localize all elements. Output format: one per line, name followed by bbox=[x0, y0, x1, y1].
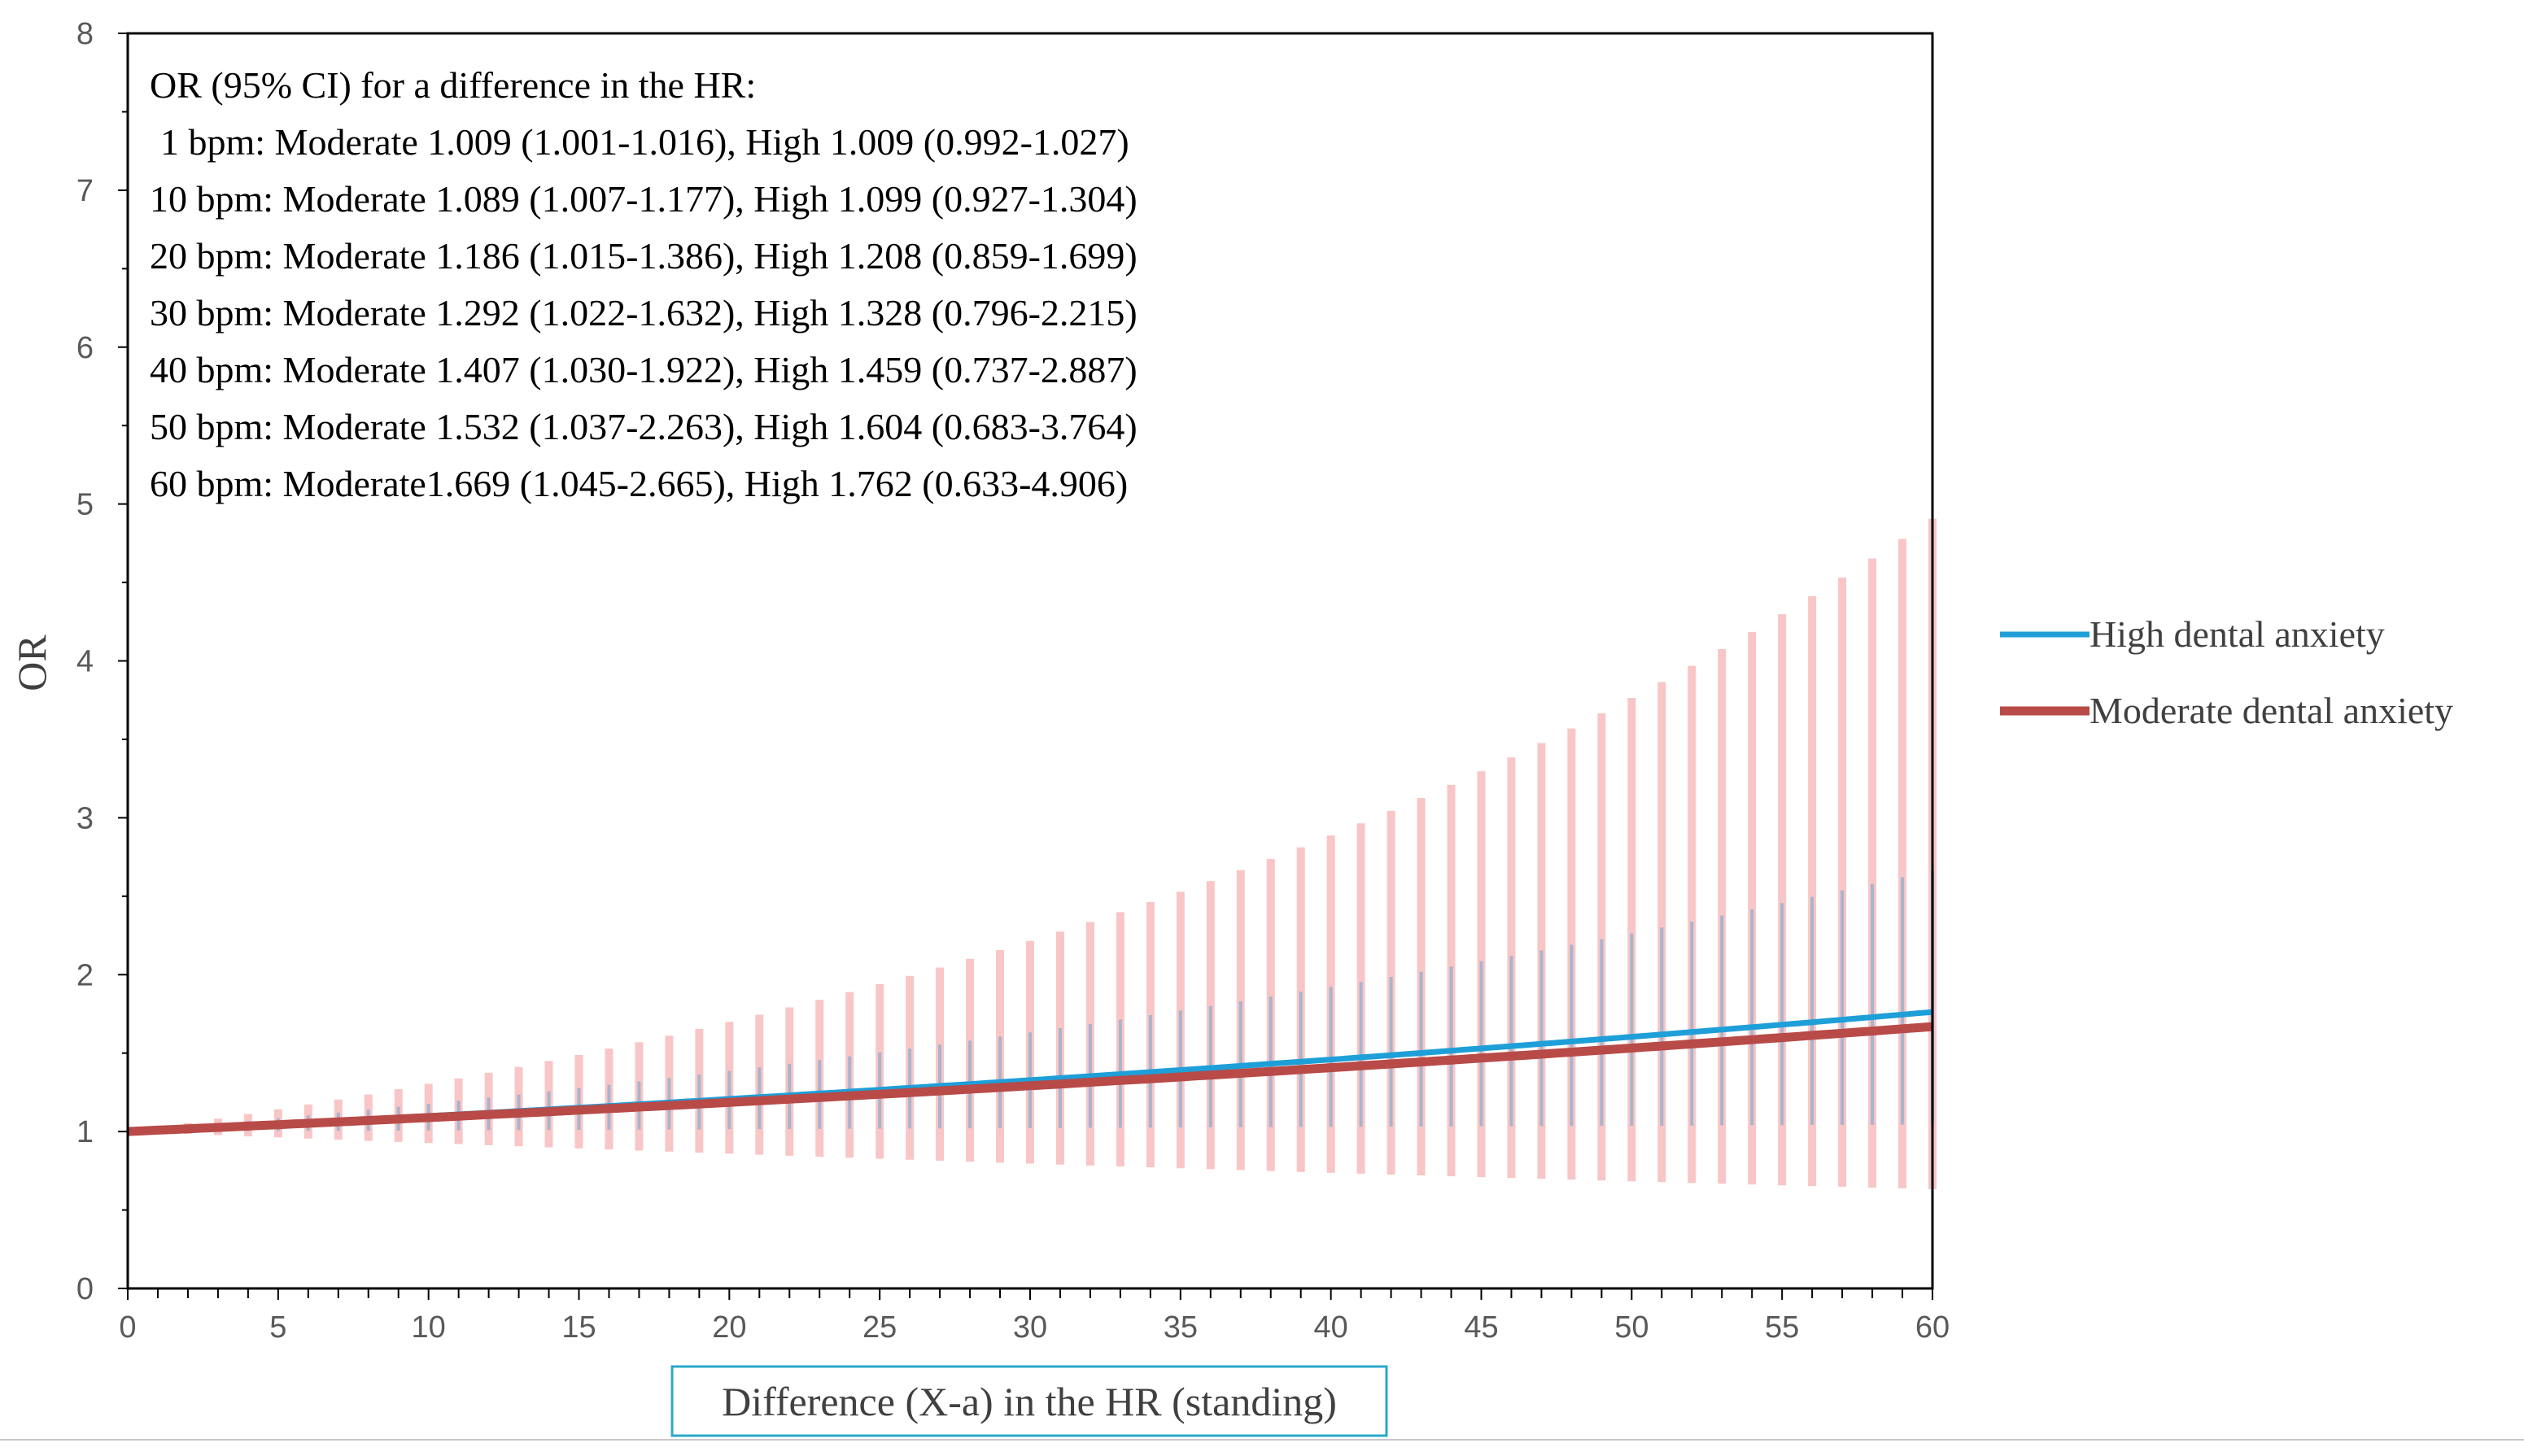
y-tick-label: 1 bbox=[76, 1115, 94, 1149]
x-tick-label: 40 bbox=[1314, 1310, 1348, 1345]
annotation-line: 20 bpm: Moderate 1.186 (1.015-1.386), Hi… bbox=[150, 235, 1138, 277]
ci-bar-high bbox=[1868, 558, 1877, 1188]
x-axis-title-frame bbox=[670, 1365, 1388, 1437]
y-tick-label: 7 bbox=[76, 174, 94, 208]
y-tick-label: 8 bbox=[76, 17, 94, 51]
ci-bar-moderate bbox=[1449, 966, 1453, 1127]
legend-label-high: High dental anxiety bbox=[2090, 613, 2385, 655]
x-tick-label: 30 bbox=[1013, 1310, 1047, 1345]
x-tick-label: 60 bbox=[1915, 1310, 1950, 1345]
ci-bar-high bbox=[1748, 631, 1757, 1185]
x-tick-label: 45 bbox=[1464, 1310, 1498, 1345]
y-tick-label: 4 bbox=[76, 645, 94, 679]
y-tick-label: 0 bbox=[76, 1272, 94, 1306]
line-moderate-dental-anxiety bbox=[127, 1022, 1933, 1136]
ci-bar-moderate bbox=[1539, 950, 1544, 1127]
annotation-title: OR (95% CI) for a difference in the HR: bbox=[150, 64, 756, 106]
x-axis-title-box: Difference (X-a) in the HR (standing) bbox=[670, 1365, 1388, 1437]
ci-bar-moderate bbox=[1901, 877, 1905, 1125]
ci-bar-moderate bbox=[1479, 961, 1483, 1127]
ci-bar-high bbox=[1838, 578, 1847, 1188]
ci-bar-moderate bbox=[1509, 956, 1513, 1127]
x-tick-label: 15 bbox=[561, 1310, 596, 1345]
legend: High dental anxiety Moderate dental anxi… bbox=[2000, 613, 2453, 731]
legend-item-high: High dental anxiety bbox=[2000, 613, 2385, 655]
legend-item-moderate: Moderate dental anxiety bbox=[2000, 690, 2453, 731]
annotation-line: 50 bpm: Moderate 1.532 (1.037-2.263), Hi… bbox=[150, 406, 1138, 447]
ci-bar-moderate bbox=[1750, 909, 1754, 1126]
y-axis-title: OR bbox=[9, 634, 55, 691]
y-tick-label: 2 bbox=[76, 958, 94, 992]
x-tick-label: 55 bbox=[1765, 1310, 1799, 1345]
x-tick-label: 20 bbox=[712, 1310, 746, 1345]
ci-bar-moderate bbox=[1690, 922, 1694, 1126]
series-lines bbox=[127, 1009, 1933, 1136]
ci-bar-moderate bbox=[1841, 890, 1845, 1125]
ci-bar-moderate bbox=[1810, 896, 1814, 1126]
x-tick-label: 0 bbox=[119, 1310, 136, 1345]
x-tick-label: 5 bbox=[269, 1310, 286, 1345]
y-tick-label: 5 bbox=[76, 488, 94, 522]
ci-bar-moderate bbox=[1630, 933, 1634, 1126]
x-axis: 0 5 10 15 20 25 30 35 40 45 50 55 60 bbox=[119, 1288, 1950, 1345]
x-axis-title: Difference (X-a) in the HR (standing) bbox=[722, 1379, 1337, 1424]
ci-bar-moderate bbox=[1780, 903, 1784, 1126]
ci-bar-moderate bbox=[1419, 971, 1423, 1127]
y-tick-label: 6 bbox=[76, 331, 94, 365]
ci-bar-moderate bbox=[1720, 915, 1724, 1126]
ci-bar-moderate bbox=[1359, 982, 1363, 1127]
y-tick-label: 3 bbox=[76, 801, 94, 835]
x-tick-label: 25 bbox=[862, 1310, 897, 1345]
ci-bar-moderate bbox=[1570, 944, 1574, 1127]
or-annotation: OR (95% CI) for a difference in the HR: 1… bbox=[150, 64, 1138, 504]
y-axis: 0 1 2 3 4 5 6 7 8 bbox=[76, 17, 128, 1306]
annotation-line: 30 bpm: Moderate 1.292 (1.022-1.632), Hi… bbox=[150, 292, 1138, 333]
annotation-line: 40 bpm: Moderate 1.407 (1.030-1.922), Hi… bbox=[150, 349, 1138, 390]
annotation-line: 1 bpm: Moderate 1.009 (1.001-1.016), Hig… bbox=[160, 121, 1129, 163]
x-tick-label: 10 bbox=[412, 1310, 446, 1345]
ci-bar-high bbox=[1808, 595, 1817, 1187]
x-tick-label: 35 bbox=[1164, 1310, 1198, 1345]
ci-bar-moderate bbox=[1600, 939, 1604, 1127]
ci-bar-high bbox=[1898, 538, 1907, 1188]
legend-label-moderate: Moderate dental anxiety bbox=[2090, 690, 2453, 731]
x-tick-label: 50 bbox=[1614, 1310, 1648, 1345]
ci-bar-moderate bbox=[1871, 883, 1875, 1125]
ci-bar-moderate bbox=[1660, 927, 1664, 1126]
annotation-line: 60 bpm: Moderate1.669 (1.045-2.665), Hig… bbox=[150, 463, 1128, 504]
ci-bar-high bbox=[1778, 614, 1787, 1186]
annotation-line: 10 bpm: Moderate 1.089 (1.007-1.177), Hi… bbox=[150, 178, 1138, 220]
ci-bar-moderate bbox=[1389, 976, 1393, 1127]
